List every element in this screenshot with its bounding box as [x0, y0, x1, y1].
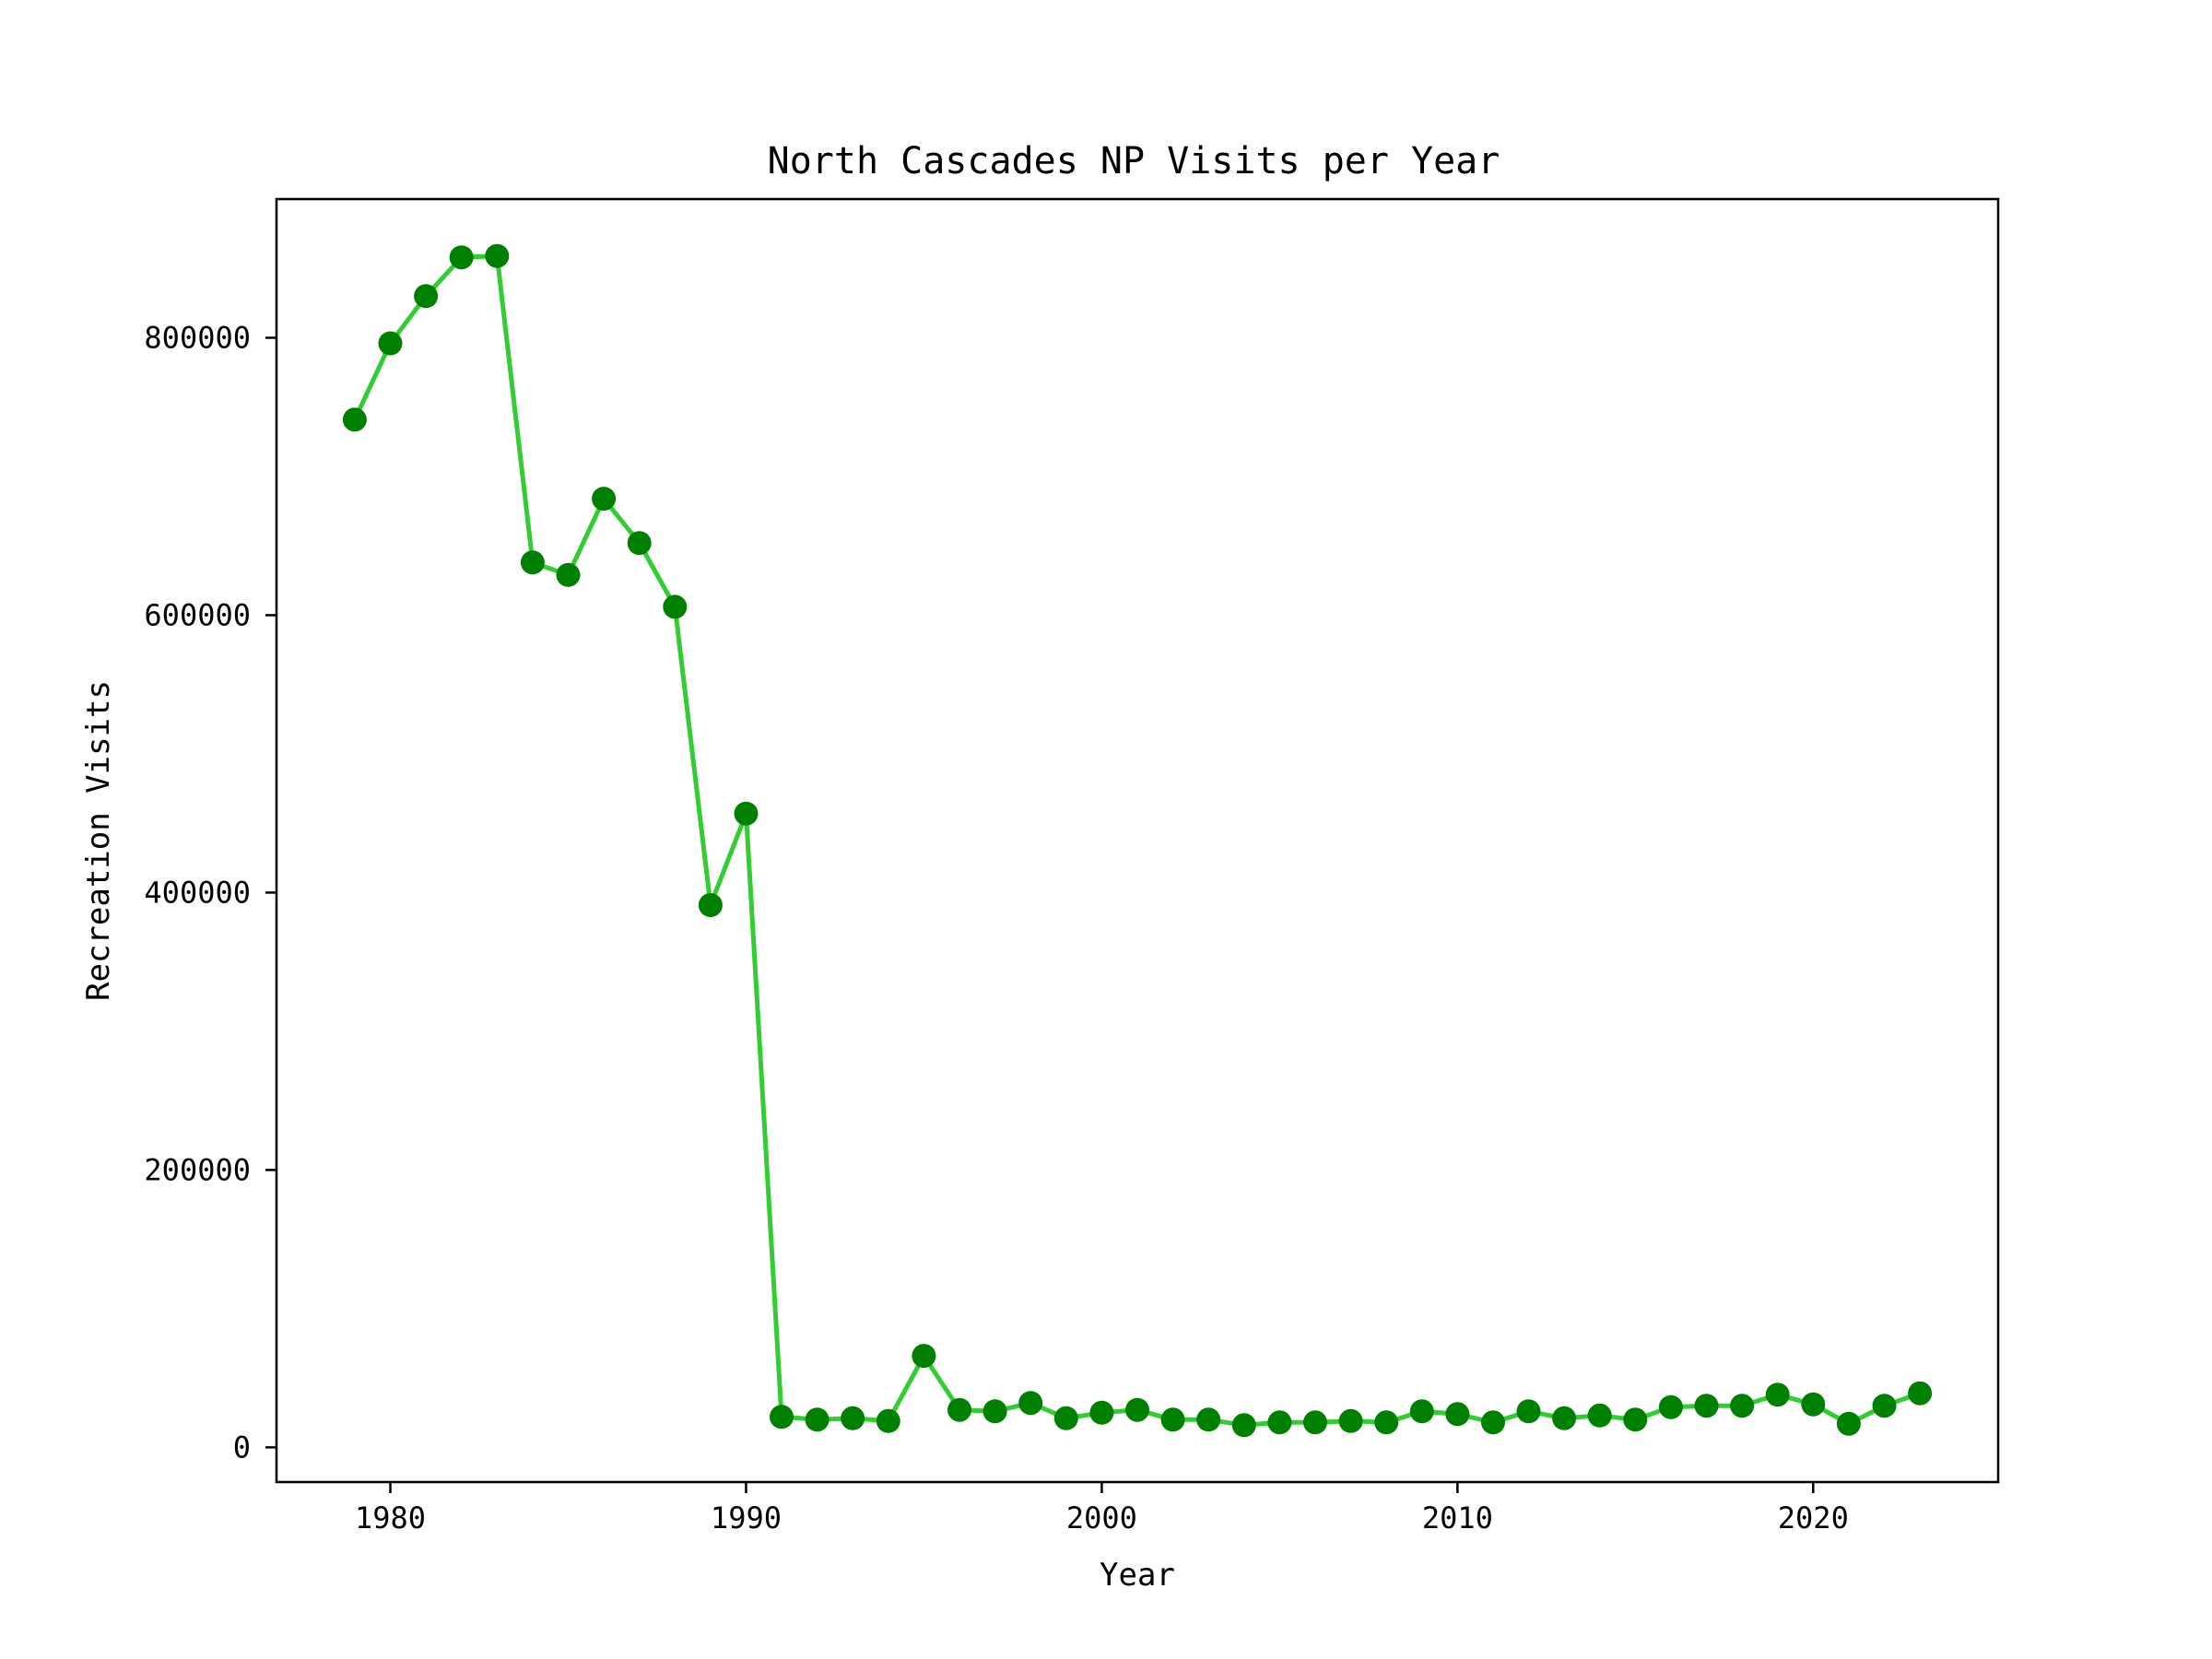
data-point: [805, 1407, 830, 1432]
data-point: [698, 893, 723, 917]
data-point: [1694, 1394, 1719, 1418]
data-point: [1658, 1394, 1683, 1419]
data-point: [1481, 1410, 1505, 1435]
y-axis: 0 200000 400000 600000 800000: [144, 320, 276, 1465]
data-point: [1160, 1407, 1185, 1432]
data-point: [1231, 1413, 1256, 1438]
data-point: [1445, 1402, 1470, 1427]
y-axis-label: Recreation Visits: [80, 680, 117, 1001]
y-tick-label: 400000: [144, 875, 251, 910]
data-point: [1836, 1411, 1861, 1436]
data-point: [1623, 1407, 1648, 1432]
data-point: [947, 1397, 971, 1422]
data-point: [485, 243, 510, 268]
x-axis-label: Year: [1100, 1557, 1175, 1594]
data-point: [449, 245, 474, 270]
data-point: [1730, 1394, 1755, 1418]
x-tick-label: 1990: [711, 1500, 782, 1535]
data-point: [770, 1405, 794, 1430]
data-point: [663, 594, 688, 619]
data-point: [592, 487, 617, 512]
data-point: [1765, 1382, 1790, 1407]
y-tick-label: 0: [233, 1430, 251, 1465]
data-point: [1267, 1410, 1292, 1435]
data-point: [1018, 1391, 1043, 1416]
x-axis: 1980 1990 2000 2010 2020: [355, 1482, 1849, 1535]
x-tick-label: 2010: [1422, 1500, 1493, 1535]
data-point: [1125, 1397, 1149, 1422]
data-point: [1374, 1410, 1399, 1435]
x-tick-label: 2000: [1066, 1500, 1137, 1535]
data-point: [342, 407, 367, 432]
data-point: [1516, 1399, 1541, 1424]
series-points-group: [342, 243, 1933, 1438]
data-point: [520, 550, 545, 575]
data-point: [1089, 1400, 1114, 1425]
y-tick-label: 200000: [144, 1152, 251, 1187]
data-point: [912, 1344, 936, 1369]
data-point: [841, 1406, 865, 1430]
data-point: [1338, 1408, 1363, 1433]
data-point: [1196, 1407, 1221, 1432]
chart-title: North Cascades NP Visits per Year: [768, 140, 1500, 182]
y-tick-label: 600000: [144, 597, 251, 632]
data-point: [982, 1399, 1007, 1424]
x-tick-label: 2020: [1778, 1500, 1849, 1535]
data-point: [876, 1408, 900, 1433]
data-point: [1801, 1392, 1826, 1417]
x-tick-label: 1980: [355, 1500, 426, 1535]
data-point: [378, 331, 403, 356]
data-point: [1303, 1410, 1327, 1435]
y-tick-label: 800000: [144, 320, 251, 355]
data-point: [1552, 1406, 1577, 1430]
data-point: [627, 531, 652, 556]
data-point: [1587, 1403, 1612, 1428]
data-point: [1409, 1399, 1434, 1424]
data-point: [1872, 1394, 1897, 1418]
data-point: [734, 801, 759, 826]
data-point: [414, 284, 439, 309]
data-point: [556, 562, 581, 587]
data-point: [1053, 1406, 1078, 1430]
plot-area: [275, 197, 2000, 1484]
data-point: [1908, 1381, 1933, 1406]
